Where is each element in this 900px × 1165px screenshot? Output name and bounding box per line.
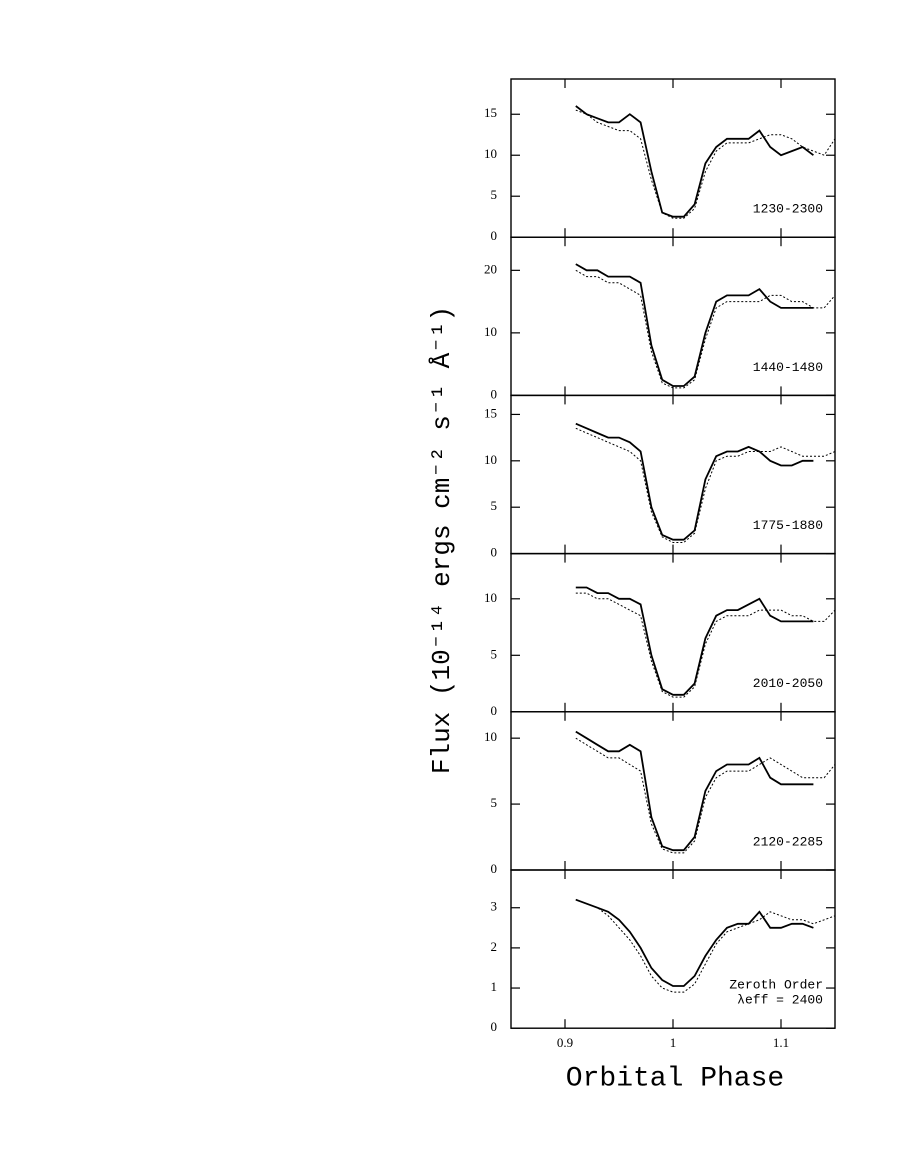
panel-label: Zeroth Order [729, 978, 823, 993]
y-tick-label: 1 [491, 979, 498, 994]
y-tick-label: 15 [484, 105, 497, 120]
y-tick-label: 20 [484, 261, 497, 276]
y-tick-label: 15 [484, 405, 497, 420]
data-line [575, 427, 836, 543]
data-line [575, 269, 836, 389]
y-tick-label: 0 [491, 1019, 498, 1034]
data-line [575, 592, 836, 698]
y-tick-label: 5 [491, 187, 498, 202]
y-tick-label: 5 [491, 498, 498, 513]
x-tick-label: 1.1 [773, 1035, 789, 1050]
data-line [575, 109, 836, 219]
panel-label: 1230-2300 [753, 202, 823, 217]
x-axis-label: Orbital Phase [566, 1063, 784, 1094]
panel-label: 1775-1880 [753, 518, 823, 533]
y-tick-label: 10 [484, 452, 497, 467]
y-tick-label: 0 [491, 228, 498, 243]
data-line [575, 586, 814, 696]
y-tick-label: 10 [484, 729, 497, 744]
data-line [575, 263, 814, 387]
data-line [575, 898, 814, 987]
y-tick-label: 10 [484, 590, 497, 605]
x-tick-label: 1 [670, 1035, 677, 1050]
x-tick-label: 0.9 [557, 1035, 573, 1050]
data-line [575, 422, 814, 541]
y-tick-label: 0 [491, 386, 498, 401]
data-line [575, 737, 836, 854]
y-tick-label: 5 [491, 795, 498, 810]
data-line [575, 899, 836, 993]
y-tick-label: 0 [491, 861, 498, 876]
y-tick-label: 10 [484, 324, 497, 339]
y-tick-label: 0 [491, 703, 498, 718]
panel-label: λeff = 2400 [737, 993, 823, 1008]
y-tick-label: 3 [491, 899, 498, 914]
panel-label: 1440-1480 [753, 360, 823, 375]
y-tick-label: 0 [491, 545, 498, 560]
panel-label: 2010-2050 [753, 676, 823, 691]
panel-label: 2120-2285 [753, 834, 823, 849]
data-line [575, 105, 814, 218]
y-tick-label: 10 [484, 146, 497, 161]
data-line [575, 730, 814, 852]
y-axis-label: Flux (10⁻¹⁴ ergs cm⁻² s⁻¹ Å⁻¹) [427, 306, 457, 774]
y-tick-label: 2 [491, 939, 498, 954]
y-tick-label: 5 [491, 646, 498, 661]
